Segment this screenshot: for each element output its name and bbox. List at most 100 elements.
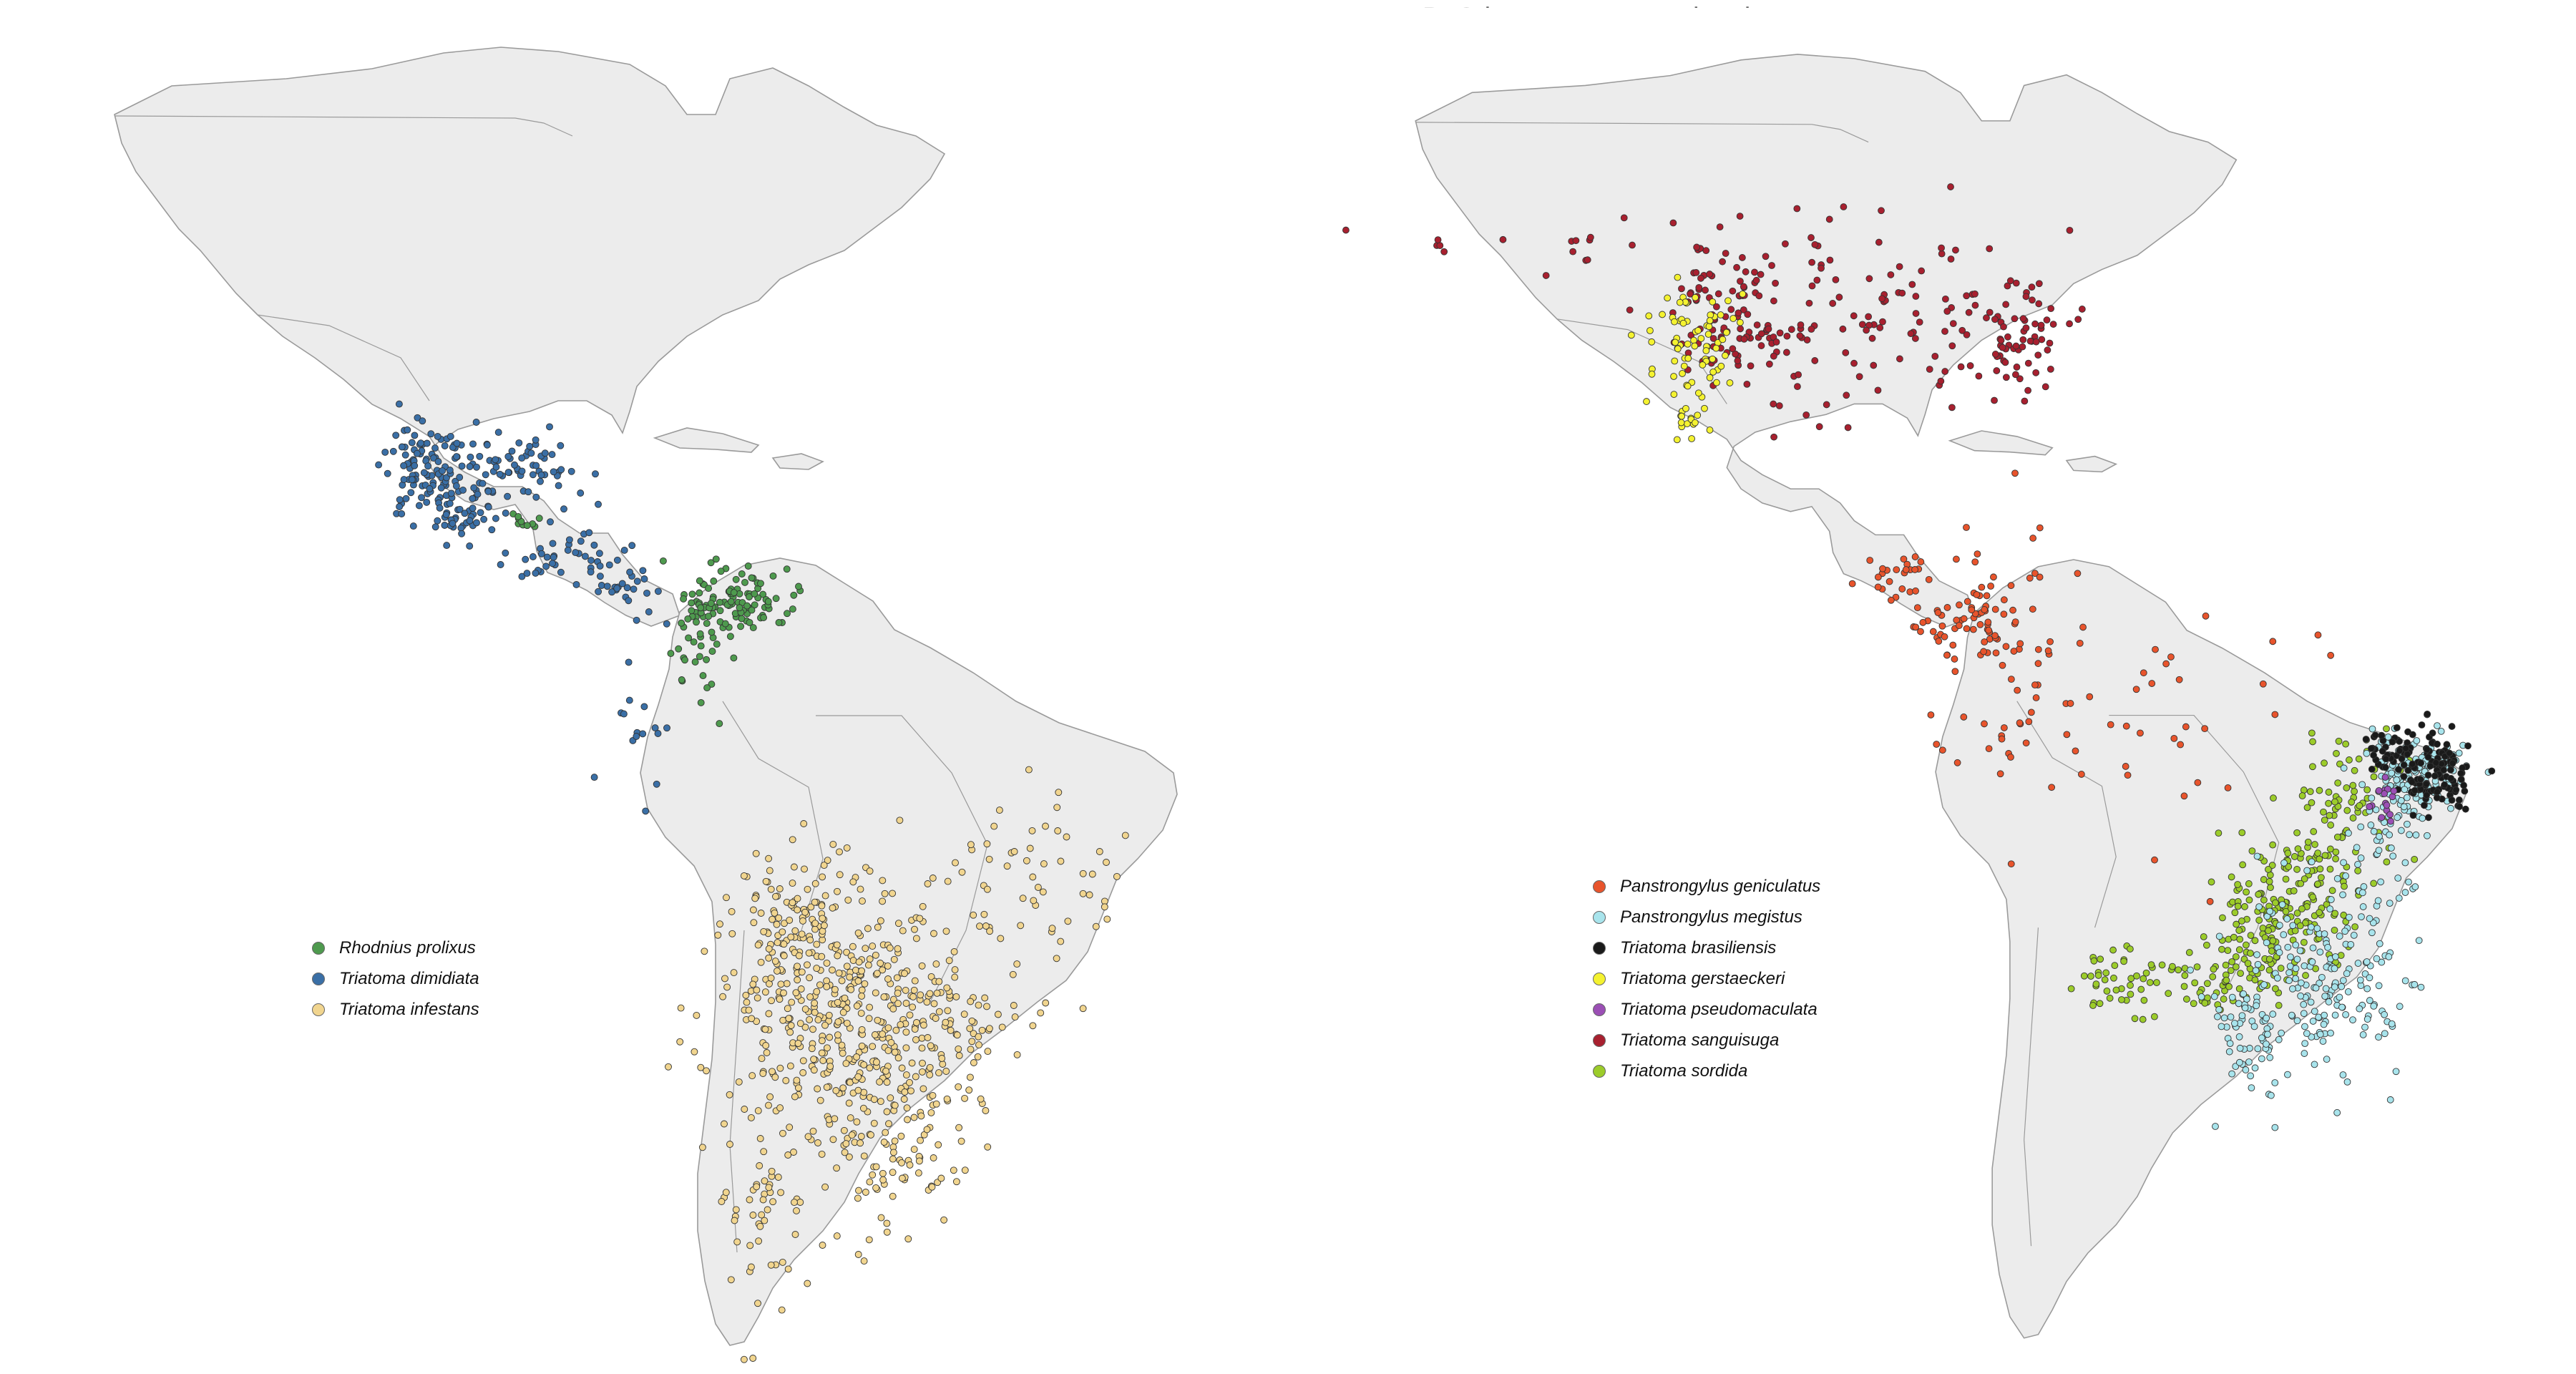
occurrence-point: [2405, 878, 2412, 886]
occurrence-point: [872, 1163, 880, 1171]
occurrence-point: [2243, 888, 2250, 896]
occurrence-point: [1088, 870, 1096, 878]
occurrence-point: [2375, 1033, 2382, 1041]
occurrence-point: [820, 862, 828, 869]
occurrence-point: [864, 961, 872, 969]
occurrence-point: [2424, 754, 2432, 761]
occurrence-point: [806, 993, 814, 1001]
occurrence-point: [560, 505, 567, 513]
occurrence-point: [766, 1093, 774, 1101]
occurrence-point: [2333, 750, 2340, 757]
occurrence-point: [703, 1067, 710, 1075]
occurrence-point: [861, 980, 869, 988]
occurrence-point: [1942, 295, 1949, 303]
occurrence-point: [529, 471, 537, 479]
occurrence-point: [749, 1355, 757, 1362]
occurrence-point: [717, 567, 725, 575]
occurrence-point: [2424, 771, 2432, 779]
occurrence-point: [1688, 435, 1695, 442]
occurrence-point: [2044, 346, 2051, 354]
occurrence-point: [824, 1044, 831, 1052]
occurrence-point: [458, 462, 466, 470]
occurrence-point: [2000, 724, 2008, 731]
occurrence-point: [2007, 860, 2015, 868]
occurrence-point: [748, 1015, 756, 1023]
occurrence-point: [2032, 338, 2040, 346]
occurrence-point: [1677, 419, 1685, 427]
legend-swatch: [312, 972, 325, 985]
occurrence-point: [2233, 920, 2240, 928]
occurrence-point: [2252, 967, 2260, 975]
occurrence-point: [814, 1085, 821, 1093]
occurrence-point: [778, 1306, 786, 1314]
occurrence-point: [1770, 433, 1777, 441]
occurrence-point: [752, 849, 760, 857]
occurrence-point: [750, 919, 758, 927]
occurrence-point: [2348, 798, 2356, 806]
brazil-border: [2109, 714, 2280, 999]
occurrence-point: [2314, 631, 2322, 639]
occurrence-point: [2146, 979, 2154, 986]
occurrence-point: [515, 439, 523, 447]
occurrence-point: [2029, 296, 2036, 304]
occurrence-point: [1929, 628, 1937, 635]
occurrence-point: [1958, 326, 1966, 334]
occurrence-point: [951, 973, 959, 981]
occurrence-point: [2357, 823, 2365, 831]
occurrence-point: [2245, 880, 2253, 887]
occurrence-point: [685, 634, 693, 642]
legend-item-triatoma-sanguisuga: Triatoma sanguisuga: [1593, 1025, 1820, 1056]
occurrence-point: [400, 476, 408, 484]
occurrence-point: [472, 419, 480, 426]
occurrence-point: [2049, 321, 2057, 328]
occurrence-point: [898, 1064, 906, 1072]
occurrence-point: [1776, 329, 1784, 337]
occurrence-point: [1584, 256, 1591, 264]
occurrence-point: [2298, 979, 2305, 987]
occurrence-point: [877, 960, 884, 967]
occurrence-point: [813, 965, 821, 973]
occurrence-point: [2455, 749, 2463, 757]
occurrence-point: [2437, 728, 2445, 735]
occurrence-point: [2265, 955, 2273, 963]
occurrence-point: [1793, 205, 1801, 213]
occurrence-point: [2181, 972, 2189, 979]
occurrence-point: [2235, 1000, 2243, 1008]
occurrence-point: [1981, 638, 1989, 645]
occurrence-point: [2245, 1058, 2253, 1066]
occurrence-point: [893, 974, 901, 982]
occurrence-point: [2351, 766, 2358, 774]
occurrence-point: [793, 1076, 801, 1084]
occurrence-point: [2259, 680, 2267, 688]
occurrence-point: [523, 570, 531, 578]
occurrence-point: [532, 569, 540, 577]
occurrence-point: [639, 730, 647, 738]
occurrence-point: [884, 1024, 892, 1032]
occurrence-point: [1963, 598, 1971, 605]
occurrence-point: [710, 578, 718, 585]
occurrence-point: [1627, 331, 1635, 339]
occurrence-point: [952, 993, 960, 1000]
occurrence-point: [402, 494, 410, 502]
occurrence-point: [846, 973, 854, 981]
occurrence-point: [751, 601, 758, 609]
occurrence-point: [1984, 618, 1992, 626]
occurrence-point: [633, 733, 640, 740]
occurrence-point: [967, 841, 975, 849]
occurrence-point: [2404, 820, 2411, 828]
occurrence-point: [1941, 368, 1949, 375]
occurrence-point: [1694, 389, 1702, 397]
occurrence-point: [2268, 947, 2275, 955]
occurrence-point: [2397, 796, 2405, 804]
occurrence-point: [447, 489, 455, 497]
legend-swatch: [1593, 880, 1606, 893]
occurrence-point: [855, 958, 863, 966]
occurrence-point: [853, 1118, 861, 1126]
occurrence-point: [2066, 320, 2073, 328]
occurrence-point: [691, 1048, 698, 1056]
occurrence-point: [452, 482, 460, 490]
occurrence-point: [1659, 311, 1666, 318]
occurrence-point: [742, 991, 750, 999]
occurrence-point: [548, 451, 556, 459]
occurrence-point: [768, 997, 775, 1005]
